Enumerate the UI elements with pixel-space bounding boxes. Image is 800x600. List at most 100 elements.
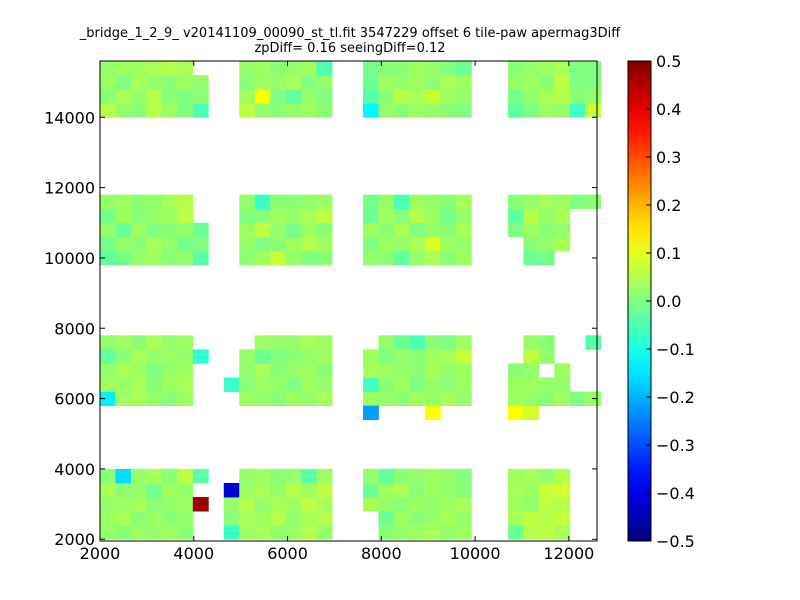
heatmap-cell	[393, 363, 410, 378]
heatmap-cell	[409, 194, 426, 210]
heatmap-cell	[254, 103, 271, 118]
heatmap-cell	[192, 497, 209, 512]
heatmap-cell	[130, 89, 147, 104]
heatmap-cell	[100, 208, 116, 224]
heatmap-cell	[146, 511, 163, 526]
heatmap-cell	[285, 482, 302, 498]
heatmap-cell	[424, 363, 441, 378]
heatmap-cell	[363, 208, 379, 224]
heatmap-cell	[115, 236, 132, 252]
heatmap-cell	[507, 377, 524, 392]
heatmap-cell	[161, 103, 178, 118]
heatmap-cell	[378, 391, 395, 407]
heatmap-cell	[393, 349, 410, 364]
colorbar-tick-label: 0.4	[656, 100, 681, 119]
heatmap-cell	[507, 511, 524, 526]
heatmap-cell	[270, 511, 287, 526]
heatmap-cell	[455, 61, 472, 76]
heatmap-cell	[440, 250, 457, 266]
heatmap-cell	[569, 61, 586, 76]
chart-title: _bridge_1_2_9_ v20141109_00090_st_tl.fit…	[79, 26, 621, 41]
heatmap-cell	[301, 468, 318, 484]
heatmap-cell	[100, 482, 116, 498]
y-tick-label: 12000	[44, 179, 95, 198]
heatmap-cell	[378, 525, 395, 540]
heatmap-cell	[115, 335, 132, 350]
heatmap-cell	[301, 208, 318, 224]
heatmap-cell	[100, 89, 116, 104]
heatmap-cell	[192, 468, 209, 484]
heatmap-cell	[177, 363, 194, 378]
heatmap-cell	[254, 482, 271, 498]
heatmap-cell	[393, 391, 410, 407]
heatmap-cell	[409, 363, 426, 378]
heatmap-cell	[440, 75, 457, 90]
heatmap-cell	[440, 511, 457, 526]
heatmap-cell	[523, 468, 540, 484]
heatmap-cell	[115, 511, 132, 526]
heatmap-cell	[393, 482, 410, 498]
heatmap-cell	[363, 482, 379, 498]
heatmap-cell	[363, 61, 379, 76]
heatmap-cell	[285, 391, 302, 407]
heatmap-cell	[538, 222, 555, 238]
heatmap-cell	[285, 525, 302, 540]
heatmap-cell	[378, 497, 395, 512]
heatmap-cell	[424, 89, 441, 104]
heatmap-cell	[378, 103, 395, 118]
heatmap-cell	[585, 61, 602, 76]
heatmap-cell	[455, 222, 472, 238]
heatmap-cell	[177, 250, 194, 266]
heatmap-cell	[115, 208, 132, 224]
heatmap-cell	[316, 482, 333, 498]
heatmap-cell	[301, 349, 318, 364]
heatmap-cell	[115, 363, 132, 378]
heatmap-cell	[177, 391, 194, 407]
heatmap-cell	[130, 377, 147, 392]
heatmap-cell	[115, 103, 132, 118]
heatmap-cell	[440, 349, 457, 364]
heatmap-cell	[409, 250, 426, 266]
heatmap-cell	[177, 103, 194, 118]
heatmap-cell	[146, 525, 163, 540]
heatmap-cell	[316, 363, 333, 378]
heatmap-cell	[115, 349, 132, 364]
heatmap-cell	[316, 75, 333, 90]
heatmap-cell	[440, 363, 457, 378]
heatmap-cell	[270, 377, 287, 392]
heatmap-cell	[316, 222, 333, 238]
heatmap-cell	[177, 194, 194, 210]
heatmap-cell	[130, 391, 147, 407]
heatmap-cell	[455, 194, 472, 210]
heatmap-cell	[523, 391, 540, 407]
heatmap-cell	[254, 377, 271, 392]
heatmap-cell	[523, 482, 540, 498]
heatmap-cell	[285, 335, 302, 350]
heatmap-cell	[585, 89, 602, 104]
heatmap-cell	[146, 222, 163, 238]
heatmap-cell	[585, 103, 602, 118]
heatmap-cell	[440, 525, 457, 540]
heatmap-cell	[455, 349, 472, 364]
heatmap-cell	[239, 363, 256, 378]
heatmap-cell	[523, 89, 540, 104]
heatmap-cell	[161, 511, 178, 526]
heatmap-cell	[301, 194, 318, 210]
heatmap-cell	[254, 511, 271, 526]
heatmap-cell	[192, 75, 209, 90]
heatmap-cell	[455, 75, 472, 90]
heatmap-cell	[409, 525, 426, 540]
heatmap-cell	[177, 75, 194, 90]
heatmap-cell	[161, 377, 178, 392]
heatmap-cell	[146, 103, 163, 118]
heatmap-cell	[393, 377, 410, 392]
heatmap-cell	[569, 194, 586, 210]
heatmap-cell	[130, 363, 147, 378]
heatmap-cell	[301, 335, 318, 350]
heatmap-cell	[363, 468, 379, 484]
y-tick-label: 4000	[54, 460, 95, 479]
heatmap-cell	[409, 335, 426, 350]
heatmap-cell	[507, 468, 524, 484]
heatmap-cell	[507, 363, 524, 378]
heatmap-cell	[585, 194, 602, 210]
